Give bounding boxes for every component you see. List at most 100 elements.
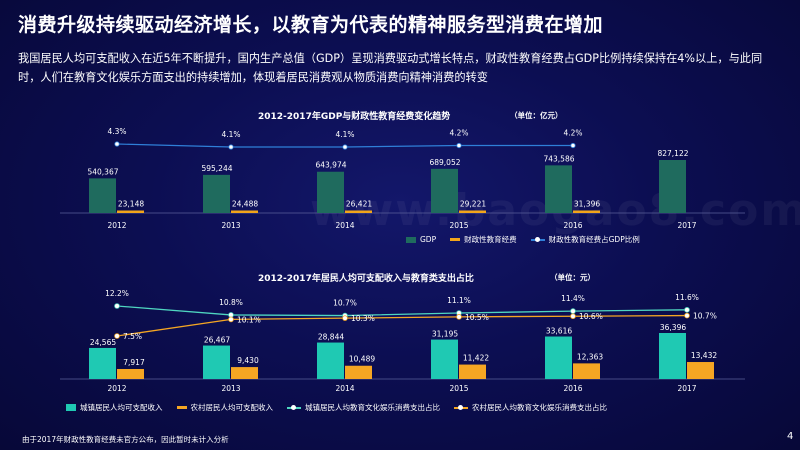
urban-ratio-label-2012: 12.2% <box>105 289 129 298</box>
rural-ratio-point-2015 <box>456 314 462 320</box>
rural-bar-2016 <box>573 363 600 379</box>
chart2-unit: （单位：元） <box>550 273 595 282</box>
chart2-tick-2013: 2013 <box>221 384 240 393</box>
chart2-tick-2014: 2014 <box>335 384 354 393</box>
rural-ratio-label-2016: 10.6% <box>579 312 603 321</box>
ratio-point-2016 <box>570 142 576 149</box>
legend-edu-swatch <box>450 238 461 241</box>
legend-rural-ratio-swatch <box>454 404 468 410</box>
chart1-title: 2012-2017年GDP与财政性教育经费变化趋势 <box>258 112 451 122</box>
legend-urban-ratio-swatch <box>287 404 301 410</box>
legend-rural-ratio-label: 农村居民人均教育文化娱乐消费支出占比 <box>472 403 607 412</box>
urban-ratio-point-2016 <box>570 308 576 314</box>
rural-ratio-label-2015: 10.5% <box>465 313 489 322</box>
rural-label-2015: 11,422 <box>463 354 489 363</box>
chart2-tick-2016: 2016 <box>563 384 582 393</box>
rural-ratio-line <box>116 314 688 337</box>
rural-label-2017: 13,432 <box>691 351 717 360</box>
rural-ratio-point-2012 <box>114 333 120 339</box>
ratio-label-2013: 4.1% <box>221 130 240 139</box>
chart2-title: 2012-2017年居民人均可支配收入与教育类支出占比 <box>258 274 474 284</box>
legend-ratio: 财政性教育经费占GDP比例 <box>530 234 640 245</box>
rural-ratio-point-2014 <box>342 315 348 321</box>
page-description: 我国居民人均可支配收入在近5年不断提升，国内生产总值（GDP）呈现消费驱动式增长… <box>18 52 763 84</box>
gdp-bar-2017 <box>659 160 686 213</box>
ratio-label-2014: 4.1% <box>335 130 354 139</box>
chart2-legend: 城镇居民人均可支配收入 农村居民人均可支配收入 城镇居民人均教育文化娱乐消费支出… <box>66 402 621 413</box>
gdp-label-2015: 689,052 <box>429 158 460 167</box>
urban-label-2012: 24,565 <box>90 338 116 347</box>
legend-rural-swatch <box>176 406 187 409</box>
chart2-tick-2017: 2017 <box>677 384 696 393</box>
chart2-tick-2012: 2012 <box>107 384 126 393</box>
ratio-point-2013 <box>228 144 234 150</box>
gdp-bar-2014 <box>317 171 344 213</box>
chart1-legend: GDP 财政性教育经费 财政性教育经费占GDP比例 <box>406 234 654 245</box>
gdp-bar-2013 <box>203 174 230 213</box>
gdp-label-2012: 540,367 <box>87 167 118 176</box>
legend-gdp: GDP <box>406 235 436 244</box>
rural-bar-2015 <box>459 364 486 379</box>
page-title: 消费升级持续驱动经济增长，以教育为代表的精神服务型消费在增加 <box>18 14 604 36</box>
edu-label-2013: 24,488 <box>232 200 258 209</box>
urban-bar-2013 <box>203 345 230 379</box>
chart1-unit: （单位：亿元） <box>510 111 563 120</box>
legend-rural-ratio: 农村居民人均教育文化娱乐消费支出占比 <box>454 402 607 413</box>
rural-bar-2012 <box>117 368 144 379</box>
chart1-tick-2015: 2015 <box>449 221 468 230</box>
urban-ratio-label-2016: 11.4% <box>561 294 585 303</box>
edu-bar-2016 <box>573 210 600 213</box>
ratio-point-2015 <box>456 142 462 149</box>
rural-ratio-label-2013: 10.1% <box>237 315 261 324</box>
rural-ratio-point-2017 <box>684 312 690 319</box>
legend-urban: 城镇居民人均可支配收入 <box>66 402 163 413</box>
footnote: 由于2017年财政性教育经费未官方公布，因此暂时未计入分析 <box>22 435 229 444</box>
rural-label-2016: 12,363 <box>577 352 603 361</box>
chart2-tick-2015: 2015 <box>449 384 468 393</box>
ratio-label-2012: 4.3% <box>107 127 126 136</box>
legend-urban-ratio-label: 城镇居民人均教育文化娱乐消费支出占比 <box>305 403 440 412</box>
chart1-tick-2012: 2012 <box>107 221 126 230</box>
legend-ratio-swatch <box>530 236 545 242</box>
chart1-tick-2017: 2017 <box>677 221 696 230</box>
urban-label-2015: 31,195 <box>432 330 458 339</box>
ratio-label-2015: 4.2% <box>449 129 468 138</box>
legend-edu-label: 财政性教育经费 <box>464 235 517 244</box>
gdp-bar-2012 <box>89 178 116 213</box>
urban-label-2016: 33,616 <box>546 327 572 336</box>
legend-rural: 农村居民人均可支配收入 <box>176 402 274 413</box>
urban-ratio-label-2014: 10.7% <box>333 299 357 308</box>
rural-ratio-point-2016 <box>570 313 576 320</box>
rural-ratio-label-2017: 10.7% <box>693 312 717 321</box>
legend-urban-label: 城镇居民人均可支配收入 <box>80 403 163 412</box>
gdp-label-2014: 643,974 <box>315 161 346 170</box>
gdp-bar-2016 <box>545 165 572 213</box>
urban-bar-2014 <box>317 342 344 379</box>
edu-label-2012: 23,148 <box>118 200 144 209</box>
urban-ratio-point-2012 <box>114 303 120 309</box>
edu-bar-2015 <box>459 210 486 213</box>
edu-bar-2013 <box>231 210 258 213</box>
edu-label-2015: 29,221 <box>460 200 486 209</box>
urban-bar-2017 <box>659 333 686 379</box>
urban-bar-2015 <box>431 339 458 379</box>
rural-ratio-point-2013 <box>228 316 234 323</box>
ratio-point-2012 <box>114 141 120 147</box>
urban-ratio-label-2013: 10.8% <box>219 298 243 307</box>
ratio-label-2016: 4.2% <box>563 129 582 138</box>
legend-ratio-label: 财政性教育经费占GDP比例 <box>548 235 640 244</box>
legend-urban-swatch <box>66 404 76 411</box>
edu-bar-2014 <box>345 210 372 213</box>
legend-edu: 财政性教育经费 <box>450 234 517 245</box>
urban-bar-2016 <box>545 336 572 379</box>
legend-gdp-label: GDP <box>420 235 437 244</box>
legend-gdp-swatch <box>406 236 416 243</box>
legend-urban-ratio: 城镇居民人均教育文化娱乐消费支出占比 <box>287 402 440 413</box>
urban-label-2017: 36,396 <box>660 323 686 332</box>
rural-label-2014: 10,489 <box>349 355 375 364</box>
edu-label-2016: 31,396 <box>574 200 600 209</box>
legend-rural-label: 农村居民人均可支配收入 <box>190 403 274 412</box>
edu-bar-2012 <box>117 210 144 213</box>
